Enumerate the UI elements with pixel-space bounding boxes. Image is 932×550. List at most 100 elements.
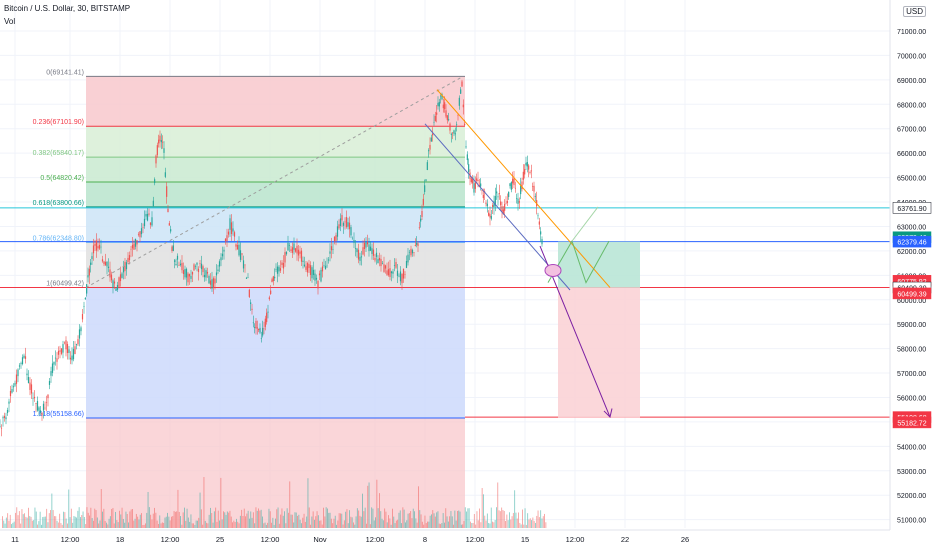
candle-body: [502, 209, 504, 215]
candle-body: [18, 365, 21, 367]
candle-body: [48, 381, 51, 385]
candle-body: [33, 396, 36, 399]
volume-bar: [82, 511, 84, 528]
candle-body: [236, 245, 239, 250]
candle-body: [377, 259, 379, 263]
candle-body: [480, 183, 482, 187]
candle-body: [492, 205, 494, 207]
candle-body: [516, 198, 518, 199]
volume-bar: [63, 511, 64, 528]
volume-bar: [87, 512, 89, 528]
volume-bar: [34, 507, 36, 528]
candle-body: [426, 162, 428, 170]
volume-bar: [445, 508, 447, 528]
volume-bar: [171, 516, 172, 528]
candle-body: [247, 277, 249, 279]
volume-bar: [202, 524, 204, 528]
volume-bar: [360, 516, 362, 528]
candle-body: [327, 259, 330, 261]
volume-bar: [515, 512, 517, 528]
volume-bar: [221, 519, 223, 528]
volume-bar: [538, 517, 540, 528]
candle-body: [438, 102, 440, 107]
volume-bar: [108, 518, 110, 528]
volume-bar: [154, 507, 155, 528]
volume-bar: [511, 516, 513, 528]
volume-bar: [440, 524, 441, 528]
fib-label: 1(60499.42): [46, 281, 84, 288]
y-tick-label: 63000.00: [897, 224, 926, 231]
volume-bar: [184, 507, 185, 528]
candle-body: [127, 257, 129, 263]
volume-bar: [145, 523, 146, 528]
candle-body: [208, 275, 210, 284]
volume-bar: [104, 520, 106, 528]
volume-bar: [463, 521, 465, 528]
candle-body: [42, 403, 45, 411]
currency-badge[interactable]: USD: [903, 6, 926, 17]
volume-bar: [80, 517, 81, 528]
candle-body: [110, 274, 113, 281]
volume-bar: [346, 509, 348, 528]
volume-bar: [95, 510, 97, 528]
candle-body: [476, 178, 478, 181]
volume-bar: [408, 513, 410, 528]
volume-bar: [43, 516, 45, 528]
volume-bar: [427, 521, 428, 528]
volume-bar: [299, 519, 301, 528]
volume-bar: [74, 516, 76, 528]
volume-bar: [44, 516, 46, 528]
candle-body: [251, 308, 253, 310]
volume-bar: [210, 507, 211, 528]
volume-bar: [303, 513, 305, 528]
volume-bar: [537, 510, 539, 528]
volume-bar: [25, 516, 27, 528]
volume-bar: [141, 513, 142, 528]
volume-bar: [245, 516, 246, 528]
candle-body: [259, 327, 261, 333]
volume-bar: [532, 517, 534, 528]
price-badge: [892, 287, 932, 300]
volume-bar: [18, 511, 20, 528]
candle-body: [293, 243, 295, 250]
candle-body: [139, 231, 141, 238]
volume-bar: [345, 511, 347, 528]
volume-bar: [480, 522, 482, 528]
volume-bar: [203, 477, 205, 528]
volume-bar: [293, 522, 295, 528]
candle-body: [91, 256, 93, 260]
y-tick-label: 54000.00: [897, 444, 926, 451]
candle-body: [398, 275, 400, 277]
volume-bar: [102, 511, 103, 528]
volume-bar: [420, 514, 422, 528]
volume-bar: [35, 511, 37, 528]
volume-bar: [81, 515, 83, 528]
candle-body: [411, 249, 414, 254]
candle-body: [3, 415, 6, 419]
volume-bar: [211, 513, 213, 528]
candle-body: [473, 183, 475, 193]
candle-body: [263, 328, 265, 330]
candle-body: [472, 178, 474, 184]
volume-bar: [399, 510, 401, 528]
candle-body: [182, 270, 185, 275]
volume-bar: [237, 521, 239, 528]
candle-body: [281, 262, 283, 266]
volume-bar: [178, 511, 180, 528]
volume-bar: [173, 510, 175, 528]
candle-body: [356, 248, 358, 253]
volume-bar: [247, 510, 249, 528]
volume-bar: [419, 510, 421, 528]
volume-bar: [330, 518, 332, 528]
volume-bar: [390, 524, 392, 528]
volume-bar: [262, 516, 263, 528]
candle-body: [200, 263, 203, 270]
candle-body: [350, 227, 352, 236]
volume-bar: [251, 517, 253, 528]
volume-bar: [490, 507, 492, 528]
candle-body: [278, 266, 280, 272]
volume-bar: [269, 511, 271, 528]
volume-bar: [389, 518, 391, 528]
candle-body: [422, 198, 424, 205]
